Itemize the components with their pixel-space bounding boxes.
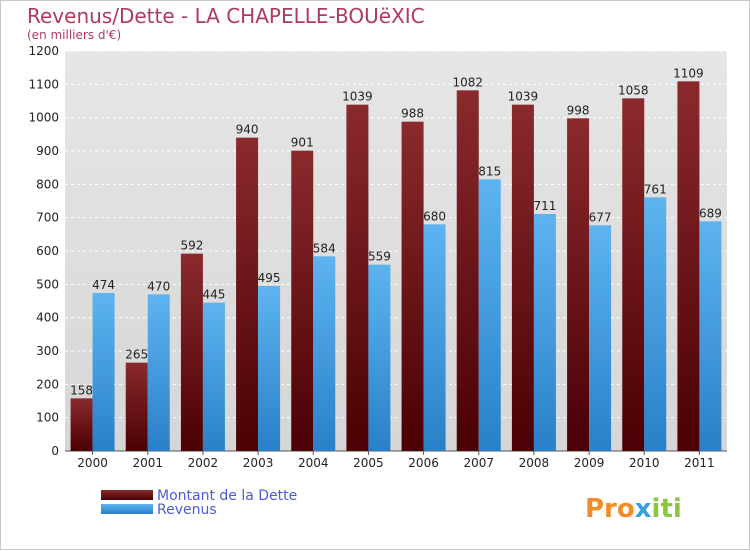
legend-swatch-debt bbox=[101, 490, 153, 500]
bar-debt bbox=[346, 104, 369, 452]
x-tick-label: 2002 bbox=[188, 456, 219, 470]
y-tick-label: 200 bbox=[36, 377, 59, 391]
chart-subtitle: (en milliers d'€) bbox=[27, 28, 121, 42]
proxiti-logo: Proxiti bbox=[585, 494, 682, 524]
x-tick-label: 2010 bbox=[629, 456, 660, 470]
x-tick-label: 2008 bbox=[519, 456, 550, 470]
bar-revenue bbox=[368, 264, 391, 451]
value-label: 761 bbox=[644, 182, 667, 196]
bar-debt bbox=[622, 98, 645, 451]
value-label: 559 bbox=[368, 250, 391, 264]
x-tick-label: 2005 bbox=[353, 456, 384, 470]
bar-revenue bbox=[258, 286, 281, 451]
svg-text:Proxiti: Proxiti bbox=[585, 494, 682, 524]
legend-swatch-revenue bbox=[101, 504, 153, 514]
value-label: 158 bbox=[70, 383, 93, 397]
legend-label-revenue: Revenus bbox=[157, 502, 217, 518]
x-tick-label: 2003 bbox=[243, 456, 274, 470]
bar-revenue bbox=[423, 224, 446, 451]
bar-debt bbox=[125, 362, 148, 451]
x-tick-label: 2009 bbox=[574, 456, 605, 470]
y-tick-label: 300 bbox=[36, 344, 59, 358]
value-label: 1039 bbox=[508, 90, 539, 104]
y-axis-ticks: 0 100 200 300 400 500 600 700 800 900 1000 1100 1200 bbox=[28, 44, 59, 458]
value-label: 265 bbox=[125, 348, 148, 362]
value-label: 474 bbox=[92, 278, 115, 292]
y-tick-label: 600 bbox=[36, 244, 59, 258]
bar-debt bbox=[180, 253, 203, 451]
value-label: 998 bbox=[567, 103, 590, 117]
value-label: 584 bbox=[313, 241, 336, 255]
bar-revenue bbox=[202, 302, 225, 451]
bar-debt bbox=[511, 104, 534, 452]
bars bbox=[70, 81, 722, 452]
value-label: 1082 bbox=[452, 75, 483, 89]
value-label: 680 bbox=[423, 209, 446, 223]
x-axis-ticks: 2000 2001 2002 2003 2004 2005 2006 2007 2008 2009… bbox=[77, 451, 715, 470]
y-tick-label: 0 bbox=[51, 444, 59, 458]
chart-title: Revenus/Dette - LA CHAPELLE-BOUëXIC bbox=[27, 4, 425, 28]
value-label: 677 bbox=[589, 210, 612, 224]
y-tick-label: 1000 bbox=[28, 111, 59, 125]
legend-label-debt: Montant de la Dette bbox=[157, 488, 297, 504]
bar-debt bbox=[456, 90, 479, 451]
bar-revenue bbox=[478, 179, 501, 452]
value-label: 1039 bbox=[342, 90, 373, 104]
bar-debt bbox=[677, 81, 700, 451]
y-tick-label: 800 bbox=[36, 177, 59, 191]
value-label: 940 bbox=[236, 123, 259, 137]
x-tick-label: 2011 bbox=[684, 456, 715, 470]
x-tick-label: 2004 bbox=[298, 456, 329, 470]
x-tick-label: 2006 bbox=[408, 456, 439, 470]
value-label: 445 bbox=[202, 288, 225, 302]
bar-debt bbox=[567, 118, 590, 451]
legend: Montant de la Dette Revenus bbox=[101, 488, 297, 518]
logo-part-x: x bbox=[635, 494, 652, 524]
value-label: 901 bbox=[291, 136, 314, 150]
value-label: 495 bbox=[258, 271, 281, 285]
value-label: 689 bbox=[699, 206, 722, 220]
value-label: 1058 bbox=[618, 83, 649, 97]
x-tick-label: 2000 bbox=[77, 456, 108, 470]
value-label: 711 bbox=[533, 199, 556, 213]
bar-debt bbox=[236, 137, 259, 451]
y-tick-label: 700 bbox=[36, 211, 59, 225]
y-tick-label: 400 bbox=[36, 311, 59, 325]
value-label: 815 bbox=[478, 164, 501, 178]
logo-part-pro: Pro bbox=[585, 494, 635, 524]
x-tick-label: 2001 bbox=[132, 456, 163, 470]
y-tick-label: 1100 bbox=[28, 77, 59, 91]
bar-debt bbox=[291, 150, 314, 451]
bar-revenue bbox=[644, 197, 667, 451]
y-tick-label: 100 bbox=[36, 411, 59, 425]
bar-revenue bbox=[147, 294, 170, 451]
value-label: 988 bbox=[401, 107, 424, 121]
y-tick-label: 500 bbox=[36, 277, 59, 291]
bar-revenue bbox=[533, 214, 556, 451]
x-tick-label: 2007 bbox=[463, 456, 494, 470]
logo-part-iti: iti bbox=[652, 494, 682, 524]
y-tick-label: 900 bbox=[36, 144, 59, 158]
bar-revenue bbox=[589, 225, 612, 451]
bar-debt bbox=[401, 121, 424, 452]
value-label: 592 bbox=[180, 239, 203, 253]
value-label: 1109 bbox=[673, 66, 704, 80]
bar-revenue bbox=[92, 293, 115, 451]
value-label: 470 bbox=[147, 279, 170, 293]
y-tick-label: 1200 bbox=[28, 44, 59, 58]
bar-debt bbox=[70, 398, 93, 451]
value-labels: 158 474 265 470 592 445 940 495 901 584 1039 559 988… bbox=[70, 66, 722, 397]
bar-revenue bbox=[313, 256, 336, 451]
bar-revenue bbox=[699, 221, 722, 451]
gridlines bbox=[65, 50, 727, 452]
